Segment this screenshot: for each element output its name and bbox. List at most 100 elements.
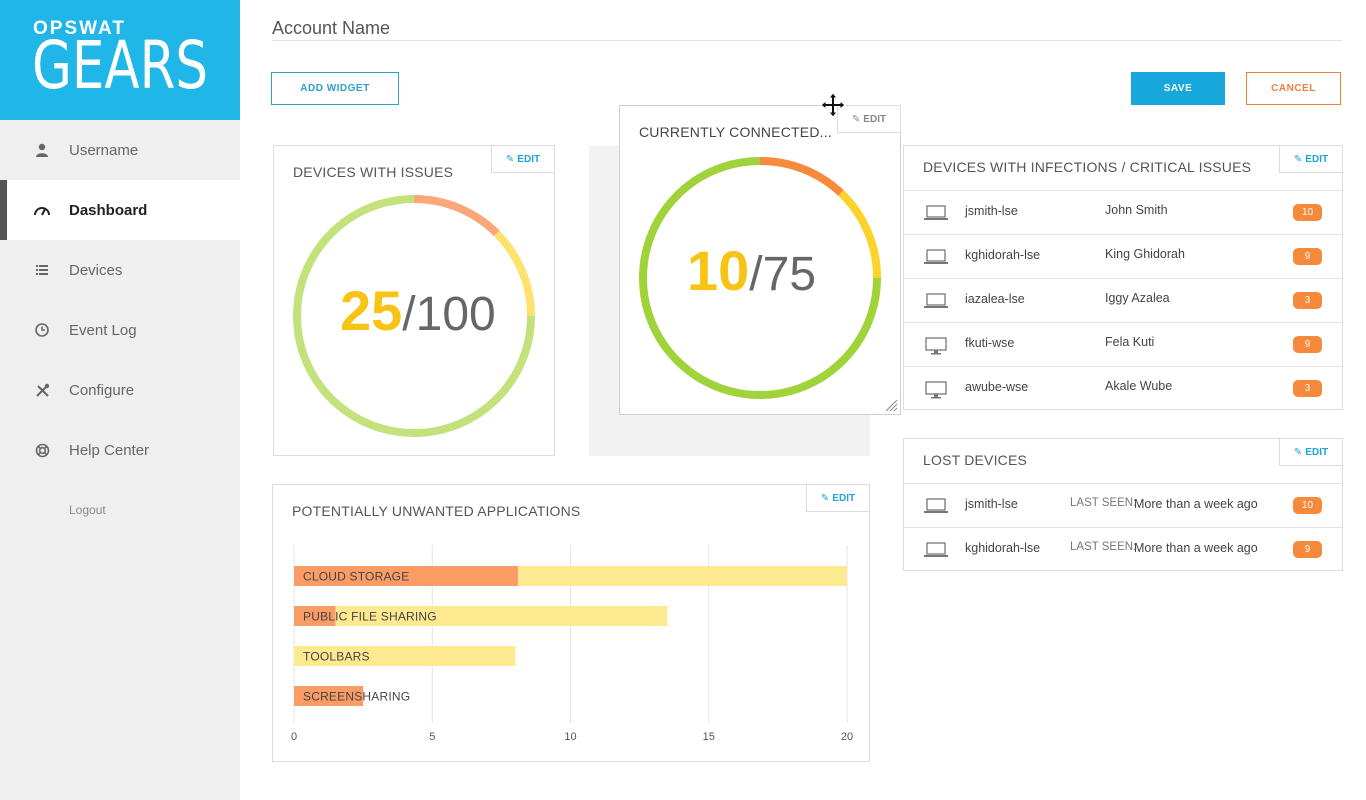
sidebar-item-label: Event Log [69, 321, 137, 339]
pencil-icon: ✎ [820, 492, 830, 504]
list-icon [33, 261, 51, 279]
edit-label: EDIT [1305, 153, 1329, 165]
sidebar-item-devices[interactable]: Devices [0, 240, 240, 300]
widget-title: LOST DEVICES [923, 452, 1028, 468]
widget-currently-connected[interactable]: CURRENTLY CONNECTED... ✎ EDIT 10/75 [619, 105, 901, 415]
edit-button[interactable]: ✎ EDIT [837, 105, 901, 133]
speedometer-icon [33, 201, 51, 219]
logout-link[interactable]: Logout [69, 503, 106, 517]
laptop-icon [924, 249, 948, 264]
category-label: TOOLBARS [303, 650, 370, 664]
add-widget-button[interactable]: ADD WIDGET [271, 72, 399, 105]
sidebar-item-username[interactable]: Username [0, 120, 240, 180]
issue-count-badge: 9 [1293, 248, 1322, 265]
issue-count-badge: 10 [1293, 497, 1322, 514]
edit-label: EDIT [832, 492, 856, 504]
bar [294, 606, 668, 626]
last-seen-value: More than a week ago [1134, 497, 1258, 511]
save-button[interactable]: SAVE [1131, 72, 1225, 105]
gauge-segment-orange [413, 195, 500, 237]
category-label: SCREENSHARING [303, 690, 410, 704]
sidebar-item-event-log[interactable]: Event Log [0, 300, 240, 360]
laptop-icon [924, 542, 948, 557]
sidebar-item-help-center[interactable]: Help Center [0, 420, 240, 480]
sidebar-item-label: Devices [69, 261, 123, 279]
edit-button[interactable]: ✎ EDIT [491, 145, 555, 173]
last-seen-value: More than a week ago [1134, 541, 1258, 555]
gauge-segment-green [293, 195, 535, 437]
laptop-icon [924, 498, 948, 513]
gauge-total: /100 [402, 288, 496, 341]
widget-title: CURRENTLY CONNECTED... [639, 124, 832, 140]
issue-count-badge: 10 [1293, 204, 1322, 221]
desktop-icon [925, 337, 947, 355]
device-host: fkuti-wse [965, 336, 1015, 350]
bar-chart: 0 5 10 15 20 CLOUD STORAGE PUBLIC FILE SHARING… [291, 545, 853, 743]
edit-button[interactable]: ✎ EDIT [1279, 438, 1343, 466]
device-host: kghidorah-lse [965, 248, 1041, 262]
tools-icon [33, 381, 51, 399]
gauge-ring [639, 156, 882, 399]
sidebar-item-configure[interactable]: Configure [0, 360, 240, 420]
table-row[interactable]: awube-wse Akale Wube 3 [904, 366, 1342, 410]
gauge-segment-orange [759, 156, 844, 196]
laptop-icon [924, 293, 948, 308]
edit-button[interactable]: ✎ EDIT [1279, 145, 1343, 173]
brand-top: OPSWAT [33, 18, 126, 39]
x-tick-label: 5 [429, 731, 435, 743]
laptop-icon [924, 205, 948, 220]
cancel-button[interactable]: CANCEL [1246, 72, 1341, 105]
bar [294, 566, 518, 586]
table-row[interactable]: kghidorah-lse LAST SEEN: More than a wee… [904, 527, 1342, 571]
issue-count-badge: 3 [1293, 292, 1322, 309]
pencil-icon: ✎ [1293, 446, 1303, 458]
edit-label: EDIT [863, 113, 887, 125]
last-seen-label: LAST SEEN: [1070, 541, 1137, 553]
sidebar-item-dashboard[interactable]: Dashboard [0, 180, 240, 240]
move-cursor-icon [820, 92, 846, 118]
pencil-icon: ✎ [505, 153, 515, 165]
sidebar-item-label: Dashboard [69, 201, 148, 219]
gauge-value: 10/75 [687, 238, 816, 303]
edit-label: EDIT [517, 153, 541, 165]
brand-logo[interactable]: OPSWAT GEARS [0, 0, 240, 120]
clock-icon [33, 321, 51, 339]
widget-title: POTENTIALLY UNWANTED APPLICATIONS [292, 503, 581, 519]
device-user: Fela Kuti [1105, 335, 1155, 349]
bar [294, 686, 364, 706]
gauge-total: /75 [749, 248, 817, 301]
table-row[interactable]: iazalea-lse Iggy Azalea 3 [904, 278, 1342, 322]
gauge-count: 10 [687, 239, 750, 302]
device-host: jsmith-lse [965, 497, 1018, 511]
x-tick-label: 15 [703, 731, 715, 743]
issue-count-badge: 9 [1293, 336, 1322, 353]
device-host: jsmith-lse [965, 204, 1018, 218]
gauge-segment-yellow [838, 190, 882, 279]
sidebar-item-label: Configure [69, 381, 135, 399]
category-label: PUBLIC FILE SHARING [303, 610, 437, 624]
device-host: awube-wse [965, 380, 1029, 394]
gauge-ring [293, 195, 535, 437]
gauge-segment-green [639, 157, 881, 399]
widget-devices-with-issues: DEVICES WITH ISSUES ✎ EDIT 25/100 [273, 145, 555, 456]
device-user: Akale Wube [1105, 379, 1173, 393]
category-label: CLOUD STORAGE [303, 570, 409, 584]
account-name[interactable]: Account Name [272, 18, 391, 38]
table-row[interactable]: jsmith-lse LAST SEEN: More than a week a… [904, 483, 1342, 527]
gauge-count: 25 [340, 279, 403, 342]
bar [294, 606, 336, 626]
edit-button[interactable]: ✎ EDIT [806, 484, 870, 512]
table-row[interactable]: jsmith-lse John Smith 10 [904, 190, 1342, 234]
user-icon [33, 141, 51, 159]
last-seen-label: LAST SEEN: [1070, 497, 1137, 509]
resize-handle-icon[interactable] [884, 398, 898, 412]
table-row[interactable]: fkuti-wse Fela Kuti 9 [904, 322, 1342, 366]
device-user: John Smith [1105, 203, 1168, 217]
widget-devices-with-infections: DEVICES WITH INFECTIONS / CRITICAL ISSUE… [903, 145, 1343, 410]
device-host: kghidorah-lse [965, 541, 1041, 555]
widget-potentially-unwanted-applications: POTENTIALLY UNWANTED APPLICATIONS ✎ EDIT … [272, 484, 870, 762]
widget-lost-devices: LOST DEVICES ✎ EDIT jsmith-lse LAST SEEN:… [903, 438, 1343, 571]
issue-count-badge: 3 [1293, 380, 1322, 397]
table-row[interactable]: kghidorah-lse King Ghidorah 9 [904, 234, 1342, 278]
x-tick-label: 0 [291, 731, 297, 743]
